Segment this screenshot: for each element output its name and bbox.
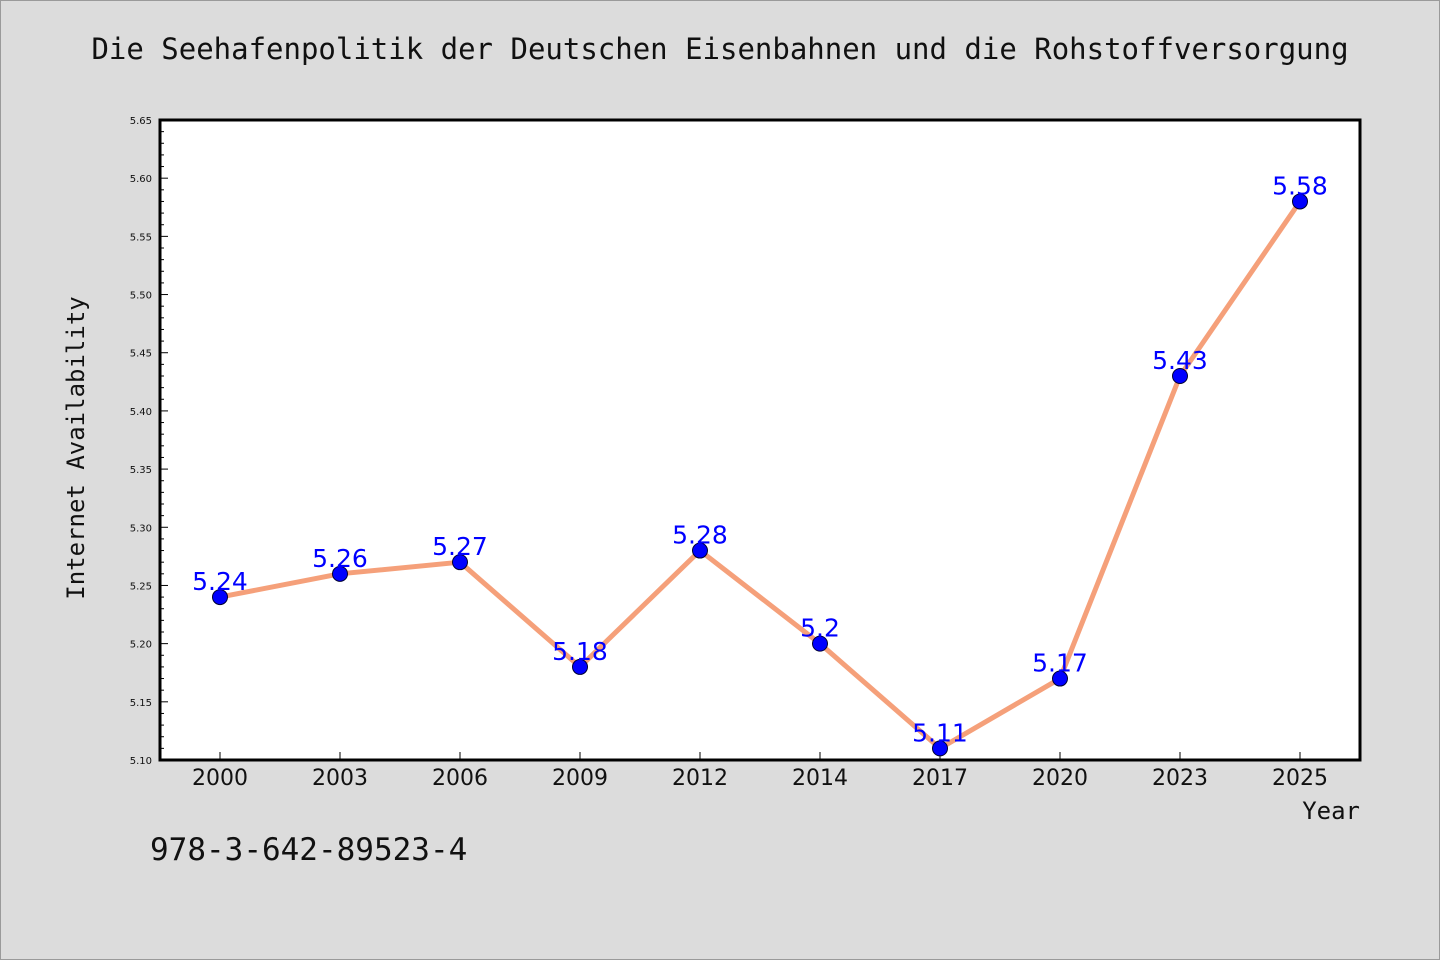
y-tick-label: 5.15 [130,698,152,709]
data-label: 5.24 [192,567,248,596]
data-point [212,589,228,606]
y-tick-label: 5.20 [130,640,152,651]
x-tick-label: 2023 [1152,766,1208,791]
x-axis-label: Year [1302,797,1360,825]
data-label: 5.58 [1272,171,1328,200]
data-label: 5.27 [432,532,488,561]
x-tick-label: 2020 [1032,766,1088,791]
y-tick-label: 5.65 [130,116,152,127]
data-point [932,740,948,757]
data-point [332,565,348,582]
y-tick-label: 5.30 [130,523,152,534]
data-point [1292,193,1308,210]
y-tick-label: 5.40 [130,407,152,418]
y-axis-label: Internet Availability [62,296,90,599]
chart-title: Die Seehafenpolitik der Deutschen Eisenb… [91,32,1349,66]
data-label: 5.43 [1152,346,1208,375]
y-tick-label: 5.50 [130,291,152,302]
data-label: 5.17 [1032,649,1088,678]
y-tick-label: 5.45 [130,349,152,360]
series-line [217,198,1303,751]
plot-area [160,120,1360,760]
data-point [572,658,588,675]
data-label: 5.18 [552,637,608,666]
isbn-text: 978-3-642-89523-4 [150,832,468,868]
data-label: 5.2 [800,614,840,643]
y-tick-label: 5.60 [130,174,152,185]
x-tick-label: 2003 [312,766,368,791]
data-label: 5.28 [672,521,728,550]
x-tick-label: 2017 [912,766,968,791]
data-point [452,554,468,571]
y-tick-label: 5.10 [130,756,152,767]
data-label: 5.11 [912,718,968,747]
plot-border [158,118,1362,762]
data-point [1172,368,1188,384]
x-tick-label: 2014 [792,766,848,791]
data-point [1052,670,1068,687]
x-tick-label: 2006 [432,766,488,791]
data-label: 5.26 [312,544,368,573]
y-tick-label: 5.35 [130,465,152,476]
y-tick-label: 5.25 [130,581,152,592]
data-point [812,635,828,652]
y-tick-label: 5.55 [130,232,152,243]
x-tick-label: 2000 [192,766,248,791]
x-tick-label: 2025 [1272,766,1328,791]
data-point [692,542,708,559]
x-tick-label: 2012 [672,766,728,791]
x-tick-label: 2009 [552,766,608,791]
